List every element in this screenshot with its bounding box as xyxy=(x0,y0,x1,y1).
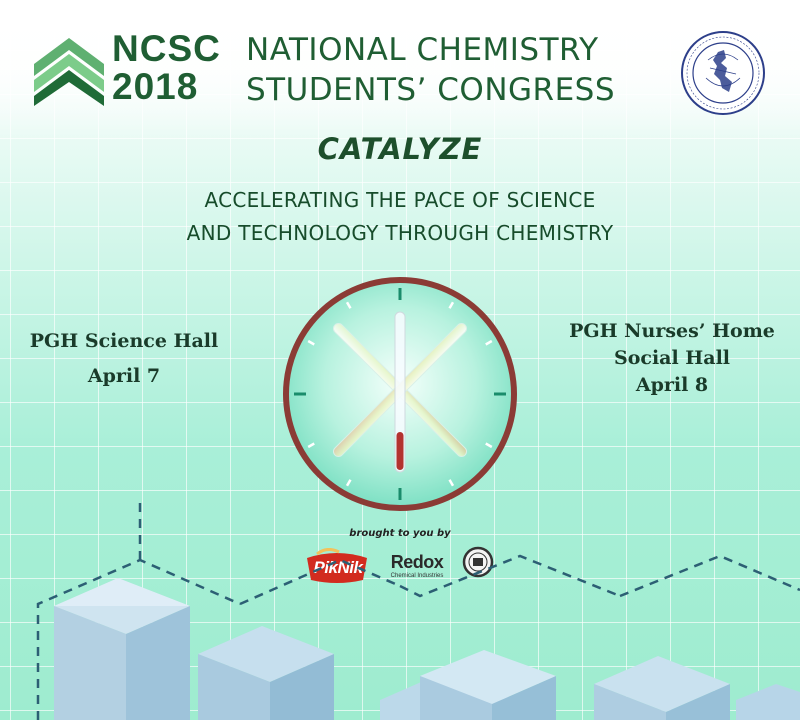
venue-right-date: April 8 xyxy=(635,374,709,396)
piknik-text: PikNik xyxy=(313,558,363,577)
brand-short: NCSC 2018 xyxy=(112,30,234,106)
header-fade xyxy=(0,0,800,140)
brand-long: NATIONAL CHEMISTRY STUDENTS’ CONGRESS xyxy=(246,30,676,110)
clock-tick xyxy=(307,442,315,449)
venue-right: PGH Nurses’ Home Social Hall April 8 xyxy=(552,318,792,399)
redox-subtext: Chemical Industries xyxy=(390,573,444,579)
clock-tick xyxy=(485,442,493,449)
clock-tick xyxy=(307,339,315,346)
clock-tick xyxy=(448,301,455,309)
box-4 xyxy=(594,656,730,720)
clock-hand-tube xyxy=(394,311,406,473)
tagline-line1: ACCELERATING THE PACE OF SCIENCE xyxy=(204,188,596,212)
sponsor-label: brought to you by xyxy=(349,528,451,539)
venue-left: PGH Science Hall April 7 xyxy=(4,328,244,390)
dashed-hex-lines xyxy=(36,500,800,720)
box-1 xyxy=(54,578,190,720)
box-2 xyxy=(198,626,334,720)
theme-tagline: ACCELERATING THE PACE OF SCIENCE AND TEC… xyxy=(0,184,800,250)
venue-left-place: PGH Science Hall xyxy=(29,330,219,352)
sponsor-badge-icon xyxy=(462,546,494,578)
clock-tick xyxy=(448,479,455,487)
brand-long-line2: STUDENTS’ CONGRESS xyxy=(246,72,616,108)
venue-right-place-line1: PGH Nurses’ Home xyxy=(569,320,775,342)
clock-ticks xyxy=(294,288,506,500)
piknik-logo xyxy=(307,548,367,583)
venue-right-place-line2: Social Hall xyxy=(613,347,731,369)
venue-left-date: April 7 xyxy=(87,365,161,387)
clock-icon xyxy=(283,277,517,511)
brand-short-line2: 2018 xyxy=(112,66,199,107)
association-seal-icon xyxy=(681,31,765,115)
box-3 xyxy=(380,650,556,720)
brand-short-line1: NCSC xyxy=(112,28,221,69)
box-5 xyxy=(736,684,800,720)
chevron-stack-icon xyxy=(34,38,104,106)
redox-text: Redox xyxy=(390,552,444,572)
clock-tick xyxy=(345,301,352,309)
clock-tick xyxy=(345,479,352,487)
brand-long-line1: NATIONAL CHEMISTRY xyxy=(246,32,599,68)
theme-title: CATALYZE xyxy=(317,132,483,166)
clock-tick xyxy=(485,339,493,346)
tagline-line2: AND TECHNOLOGY THROUGH CHEMISTRY xyxy=(186,221,614,245)
